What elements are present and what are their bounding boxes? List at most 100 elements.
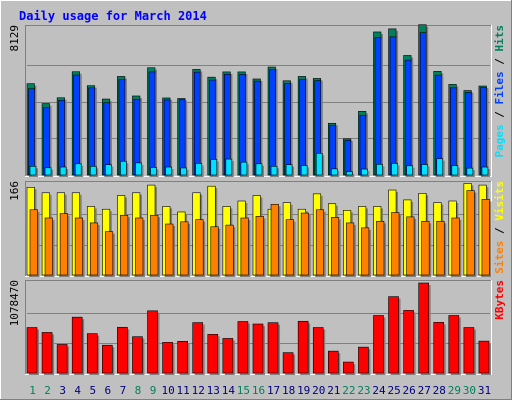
- bar-kbytes: [312, 327, 324, 374]
- bar-kbytes: [373, 315, 384, 374]
- bar-files: [103, 102, 111, 176]
- x-tick-label: 10: [161, 384, 174, 397]
- bar-files: [148, 71, 156, 176]
- bar-sites: [255, 216, 264, 276]
- x-tick-label: 21: [327, 384, 340, 397]
- bar-sites: [44, 217, 53, 276]
- bar-kbytes: [463, 327, 475, 374]
- bar-files: [359, 115, 367, 176]
- legend: KBytes: [493, 280, 506, 320]
- bar-pages: [59, 166, 67, 176]
- bar-pages: [391, 163, 398, 176]
- bar-pages: [89, 166, 97, 176]
- bar-kbytes: [147, 310, 158, 374]
- bar-pages: [150, 167, 157, 176]
- bar-sites: [285, 219, 294, 276]
- bars: [26, 24, 490, 178]
- legend-item: Pages: [493, 124, 506, 157]
- bar-kbytes: [403, 310, 414, 374]
- bar-files: [299, 79, 306, 176]
- legend: Pages / Files / Hits: [493, 25, 506, 158]
- x-tick-label: 18: [282, 384, 295, 397]
- bar-files: [193, 71, 201, 176]
- bar-files: [178, 99, 186, 176]
- bar-files: [404, 59, 412, 176]
- bar-kbytes: [192, 322, 204, 374]
- bar-kbytes: [267, 322, 279, 374]
- bar-kbytes: [102, 344, 113, 374]
- bar-pages: [135, 162, 142, 176]
- bar-kbytes: [26, 327, 38, 374]
- bar-kbytes: [252, 323, 264, 374]
- x-tick-label: 5: [89, 384, 96, 397]
- bar-sites: [135, 217, 144, 276]
- bar-pages: [421, 164, 428, 176]
- x-tick-label: 22: [342, 384, 355, 397]
- bar-files: [43, 107, 50, 176]
- bar-files: [389, 36, 397, 176]
- y-max-label: 1078470: [8, 280, 21, 326]
- x-tick-label: 8: [135, 384, 142, 397]
- bar-kbytes: [41, 332, 53, 374]
- bar-kbytes: [207, 334, 219, 374]
- legend: Sites / Visits: [493, 181, 506, 274]
- bar-files: [73, 74, 80, 176]
- bar-files: [58, 100, 65, 176]
- bar-sites: [330, 217, 340, 276]
- bar-sites: [436, 220, 445, 276]
- bar-pages: [285, 164, 293, 176]
- legend-item: /: [493, 52, 506, 72]
- bar-files: [88, 87, 96, 176]
- x-tick-label: 25: [387, 384, 400, 397]
- bar-sites: [406, 216, 415, 276]
- bar-kbytes: [448, 315, 460, 374]
- bar-kbytes: [343, 361, 354, 374]
- bar-files: [419, 32, 427, 176]
- legend-item: Visits: [493, 181, 506, 221]
- x-tick-label: 13: [207, 384, 220, 397]
- bar-pages: [210, 159, 218, 176]
- bar-sites: [150, 214, 159, 276]
- bar-sites: [240, 217, 249, 276]
- bar-sites: [300, 212, 309, 276]
- bar-files: [480, 87, 487, 176]
- bar-files: [163, 99, 171, 176]
- bar-files: [374, 37, 382, 176]
- x-tick-label: 2: [44, 384, 51, 397]
- bar-sites: [210, 226, 219, 276]
- bar-files: [450, 87, 457, 176]
- bar-kbytes: [117, 326, 128, 374]
- bar-sites: [421, 220, 430, 276]
- bar-sites: [105, 231, 114, 276]
- y-max-label: 8129: [8, 25, 21, 52]
- x-tick-label: 1: [29, 384, 36, 397]
- bar-sites: [74, 217, 83, 276]
- bar-kbytes: [358, 346, 369, 374]
- x-tick-label: 9: [150, 384, 157, 397]
- bar-pages: [240, 161, 248, 176]
- x-tick-label: 4: [74, 384, 81, 397]
- x-tick-label: 7: [120, 384, 127, 397]
- x-tick-label: 29: [448, 384, 461, 397]
- bar-kbytes: [327, 350, 339, 374]
- bar-sites: [195, 219, 204, 276]
- bar-pages: [44, 167, 52, 176]
- legend-item: KBytes: [493, 280, 506, 320]
- bar-sites: [481, 199, 490, 276]
- bar-sites: [270, 203, 279, 276]
- bar-sites: [346, 222, 355, 276]
- chart-panels: 8129 Pages / Files / Hits 166 Sites / Visit…: [8, 24, 506, 375]
- bar-sites: [225, 224, 234, 276]
- bar-pages: [255, 163, 263, 176]
- bar-pages-shadow: [348, 173, 355, 177]
- panel-hits-files-pages: 8129 Pages / Files / Hits: [8, 24, 506, 178]
- bar-files: [465, 92, 472, 176]
- bar-sites: [89, 222, 99, 276]
- x-axis-day-labels: 1 2 3 4 5 6 7 8 9 10 11 12 13 14 15 16 17 18 19 20 21 22 23 24 2…: [29, 384, 491, 397]
- bar-sites: [315, 209, 325, 276]
- bar-sites: [165, 223, 174, 276]
- bar-kbytes: [418, 282, 429, 374]
- x-tick-label: 15: [237, 384, 250, 397]
- y-max-label: 166: [8, 181, 21, 201]
- bar-files: [118, 79, 126, 176]
